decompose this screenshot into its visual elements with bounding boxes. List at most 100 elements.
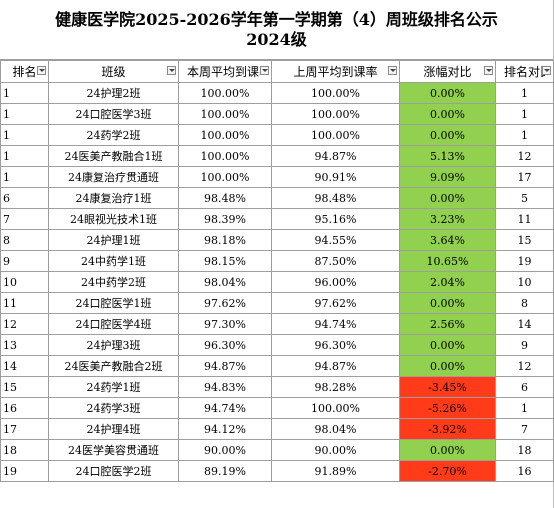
cell-this-week[interactable]: 98.48% <box>178 187 272 209</box>
cell-rank[interactable]: 1 <box>0 166 49 188</box>
cell-last-week[interactable]: 100.00% <box>271 82 400 104</box>
cell-prev-rank[interactable]: 1 <box>495 124 554 146</box>
cell-last-week[interactable]: 94.87% <box>271 355 400 377</box>
cell-this-week[interactable]: 97.62% <box>178 292 272 314</box>
cell-this-week[interactable]: 100.00% <box>178 166 272 188</box>
cell-prev-rank[interactable]: 14 <box>495 313 554 335</box>
cell-rank[interactable]: 15 <box>0 376 49 398</box>
cell-change[interactable]: 0.00% <box>399 334 496 356</box>
cell-class[interactable]: 24医美产教融合2班 <box>48 355 179 377</box>
cell-class[interactable]: 24护理2班 <box>48 82 179 104</box>
cell-this-week[interactable]: 96.30% <box>178 334 272 356</box>
cell-prev-rank[interactable]: 19 <box>495 250 554 272</box>
cell-prev-rank[interactable]: 9 <box>495 334 554 356</box>
cell-change[interactable]: 3.64% <box>399 229 496 251</box>
cell-this-week[interactable]: 100.00% <box>178 124 272 146</box>
cell-last-week[interactable]: 94.55% <box>271 229 400 251</box>
cell-this-week[interactable]: 94.74% <box>178 397 272 419</box>
cell-rank[interactable]: 6 <box>0 187 49 209</box>
cell-last-week[interactable]: 96.30% <box>271 334 400 356</box>
cell-last-week[interactable]: 90.00% <box>271 439 400 461</box>
cell-class[interactable]: 24口腔医学2班 <box>48 460 179 482</box>
cell-rank[interactable]: 9 <box>0 250 49 272</box>
cell-class[interactable]: 24眼视光技术1班 <box>48 208 179 230</box>
cell-class[interactable]: 24护理3班 <box>48 334 179 356</box>
cell-last-week[interactable]: 91.89% <box>271 460 400 482</box>
cell-this-week[interactable]: 100.00% <box>178 145 272 167</box>
cell-rank[interactable]: 1 <box>0 82 49 104</box>
cell-prev-rank[interactable]: 17 <box>495 166 554 188</box>
cell-last-week[interactable]: 94.74% <box>271 313 400 335</box>
cell-last-week[interactable]: 100.00% <box>271 397 400 419</box>
cell-prev-rank[interactable]: 15 <box>495 229 554 251</box>
cell-change[interactable]: 0.00% <box>399 103 496 125</box>
cell-class[interactable]: 24口腔医学1班 <box>48 292 179 314</box>
cell-rank[interactable]: 13 <box>0 334 49 356</box>
cell-class[interactable]: 24中药学2班 <box>48 271 179 293</box>
cell-this-week[interactable]: 94.87% <box>178 355 272 377</box>
cell-rank[interactable]: 1 <box>0 145 49 167</box>
cell-rank[interactable]: 10 <box>0 271 49 293</box>
cell-prev-rank[interactable]: 1 <box>495 103 554 125</box>
cell-change[interactable]: 9.09% <box>399 166 496 188</box>
cell-prev-rank[interactable]: 11 <box>495 208 554 230</box>
cell-change[interactable]: -5.26% <box>399 397 496 419</box>
cell-rank[interactable]: 1 <box>0 103 49 125</box>
cell-this-week[interactable]: 98.15% <box>178 250 272 272</box>
cell-prev-rank[interactable]: 1 <box>495 397 554 419</box>
cell-last-week[interactable]: 98.48% <box>271 187 400 209</box>
cell-this-week[interactable]: 89.19% <box>178 460 272 482</box>
cell-this-week[interactable]: 94.83% <box>178 376 272 398</box>
cell-this-week[interactable]: 98.04% <box>178 271 272 293</box>
cell-prev-rank[interactable]: 10 <box>495 271 554 293</box>
cell-last-week[interactable]: 94.87% <box>271 145 400 167</box>
cell-rank[interactable]: 14 <box>0 355 49 377</box>
cell-this-week[interactable]: 97.30% <box>178 313 272 335</box>
cell-change[interactable]: 0.00% <box>399 82 496 104</box>
cell-class[interactable]: 24医美产教融合1班 <box>48 145 179 167</box>
cell-class[interactable]: 24护理4班 <box>48 418 179 440</box>
cell-last-week[interactable]: 95.16% <box>271 208 400 230</box>
cell-class[interactable]: 24药学3班 <box>48 397 179 419</box>
cell-change[interactable]: -2.70% <box>399 460 496 482</box>
filter-dropdown-icon[interactable] <box>484 66 493 75</box>
cell-this-week[interactable]: 90.00% <box>178 439 272 461</box>
cell-last-week[interactable]: 100.00% <box>271 103 400 125</box>
cell-rank[interactable]: 17 <box>0 418 49 440</box>
cell-this-week[interactable]: 98.39% <box>178 208 272 230</box>
cell-change[interactable]: 2.04% <box>399 271 496 293</box>
cell-change[interactable]: 0.00% <box>399 187 496 209</box>
cell-class[interactable]: 24康复治疗贯通班 <box>48 166 179 188</box>
cell-class[interactable]: 24中药学1班 <box>48 250 179 272</box>
filter-dropdown-icon[interactable] <box>260 66 269 75</box>
filter-dropdown-icon[interactable] <box>37 66 46 75</box>
cell-change[interactable]: -3.45% <box>399 376 496 398</box>
cell-change[interactable]: 0.00% <box>399 439 496 461</box>
filter-dropdown-icon[interactable] <box>167 66 176 75</box>
cell-this-week[interactable]: 94.12% <box>178 418 272 440</box>
cell-prev-rank[interactable]: 12 <box>495 145 554 167</box>
cell-class[interactable]: 24药学1班 <box>48 376 179 398</box>
cell-prev-rank[interactable]: 6 <box>495 376 554 398</box>
cell-class[interactable]: 24医学美容贯通班 <box>48 439 179 461</box>
cell-change[interactable]: -3.92% <box>399 418 496 440</box>
cell-rank[interactable]: 12 <box>0 313 49 335</box>
cell-rank[interactable]: 1 <box>0 124 49 146</box>
cell-prev-rank[interactable]: 8 <box>495 292 554 314</box>
cell-class[interactable]: 24护理1班 <box>48 229 179 251</box>
cell-rank[interactable]: 16 <box>0 397 49 419</box>
cell-prev-rank[interactable]: 18 <box>495 439 554 461</box>
cell-change[interactable]: 0.00% <box>399 292 496 314</box>
cell-change[interactable]: 0.00% <box>399 355 496 377</box>
cell-prev-rank[interactable]: 12 <box>495 355 554 377</box>
cell-change[interactable]: 5.13% <box>399 145 496 167</box>
cell-last-week[interactable]: 100.00% <box>271 124 400 146</box>
cell-class[interactable]: 24口腔医学3班 <box>48 103 179 125</box>
filter-dropdown-icon[interactable] <box>542 66 551 75</box>
cell-class[interactable]: 24口腔医学4班 <box>48 313 179 335</box>
cell-rank[interactable]: 7 <box>0 208 49 230</box>
cell-class[interactable]: 24康复治疗1班 <box>48 187 179 209</box>
cell-this-week[interactable]: 98.18% <box>178 229 272 251</box>
cell-prev-rank[interactable]: 5 <box>495 187 554 209</box>
cell-last-week[interactable]: 96.00% <box>271 271 400 293</box>
